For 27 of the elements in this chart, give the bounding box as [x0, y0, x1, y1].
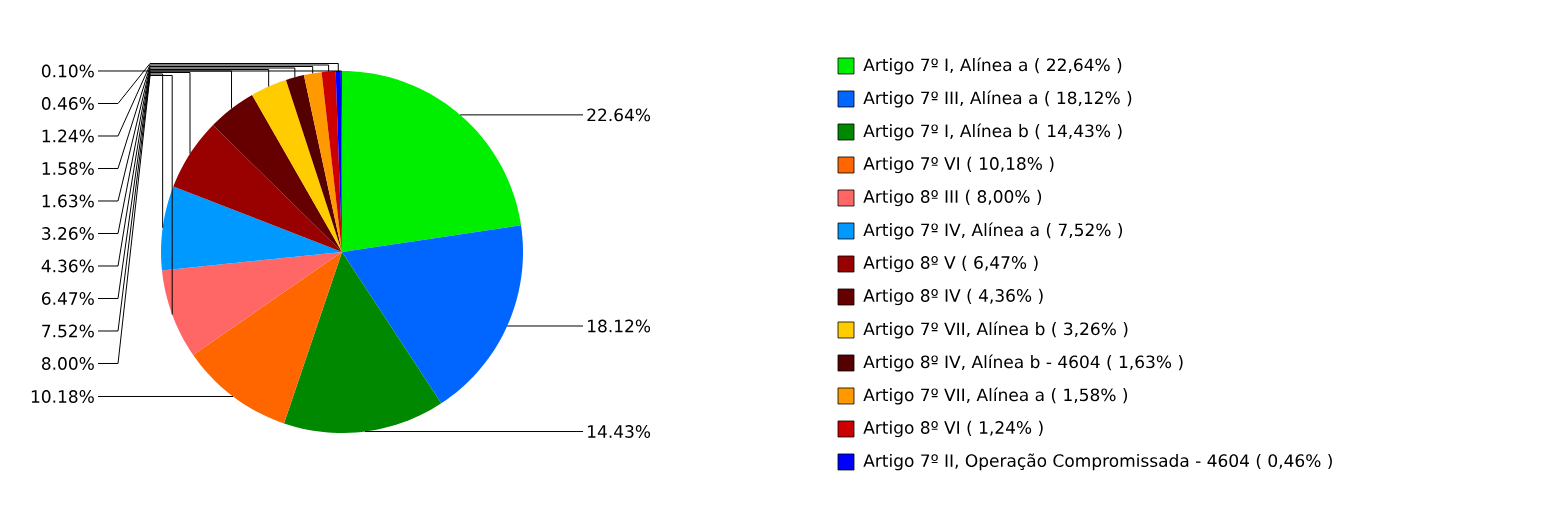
legend-label: Artigo 8º III ( 8,00% ) — [863, 189, 1042, 207]
legend-label: Artigo 7º I, Alínea b ( 14,43% ) — [863, 123, 1122, 141]
data-label: 1.24% — [42, 129, 94, 143]
legend-label: Artigo 7º II, Operação Compromissada - 4604 ( 0,46% ) — [863, 453, 1332, 471]
legend-label: Artigo 8º V ( 6,47% ) — [863, 255, 1038, 273]
data-label: 8.00% — [41, 357, 94, 370]
legend-label: Artigo 7º VI ( 10,18% ) — [863, 156, 1054, 174]
legend-label: Artigo 7º VII, Alínea b ( 3,26% ) — [863, 321, 1128, 339]
data-label: 1.63% — [42, 194, 94, 208]
data-label: 18.12% — [588, 319, 651, 333]
data-label: 0.46% — [41, 97, 94, 110]
legend-label: Artigo 8º IV ( 4,36% ) — [863, 288, 1043, 306]
data-label: 0.10% — [41, 64, 94, 78]
data-label: 6.47% — [42, 292, 94, 305]
data-label: 7.52% — [42, 324, 94, 338]
data-label: 3.26% — [42, 227, 94, 240]
data-label: 10.18% — [31, 390, 94, 403]
legend-label: Artigo 8º IV, Alínea b - 4604 ( 1,63% ) — [863, 354, 1183, 372]
data-label: 22.64% — [587, 108, 651, 122]
data-label: 14.43% — [588, 425, 651, 438]
legend-label: Artigo 7º III, Alínea a ( 18,12% ) — [863, 90, 1132, 108]
legend-label: Artigo 7º IV, Alínea a ( 7,52% ) — [863, 222, 1123, 240]
legend-label: Artigo 8º VI ( 1,24% ) — [863, 420, 1043, 438]
data-label: 1.58% — [42, 162, 94, 175]
legend-label: Artigo 7º VII, Alínea a ( 1,58% ) — [863, 387, 1128, 405]
data-label: 4.36% — [41, 259, 94, 273]
legend-label: Artigo 7º I, Alínea a ( 22,64% ) — [863, 57, 1122, 75]
